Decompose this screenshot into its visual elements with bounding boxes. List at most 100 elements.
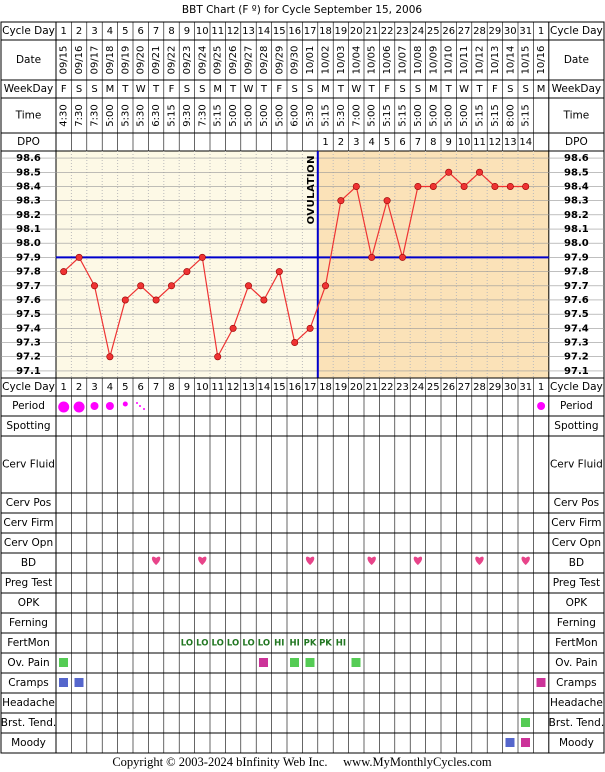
- chart-title: BBT Chart (F º) for Cycle September 15, …: [182, 4, 422, 16]
- y-tick-label: 97.2: [564, 352, 589, 363]
- y-tick-label: 98.6: [16, 153, 41, 164]
- row-label: Cerv Firm: [551, 517, 601, 529]
- temperature-point: [445, 168, 453, 176]
- bd-heart: [367, 556, 376, 565]
- y-tick-label: 97.6: [564, 295, 589, 306]
- cell-text: T: [368, 84, 376, 95]
- fertmon-reading: HI: [336, 639, 346, 649]
- temperature-point: [491, 182, 499, 190]
- cell-text: 2: [76, 382, 82, 393]
- cell-text: 5:15: [382, 104, 393, 126]
- cell-text: 7:30: [197, 104, 208, 126]
- cell-text: 6: [399, 137, 405, 148]
- cell-text: 7: [153, 382, 159, 393]
- cell-text: 23: [396, 26, 409, 37]
- temperature-point: [121, 296, 129, 304]
- cell-text: T: [121, 84, 129, 95]
- y-tick-label: 98.2: [16, 210, 41, 221]
- row-label: Date: [564, 54, 589, 66]
- cell-text: S: [523, 84, 529, 95]
- cell-text: 20: [350, 382, 363, 393]
- cell-text: S: [199, 84, 205, 95]
- temperature-point: [506, 182, 514, 190]
- row-label: OPK: [566, 597, 589, 609]
- cell-text: 5:15: [475, 104, 486, 126]
- cell-text: 21: [365, 26, 378, 37]
- row-label: Cerv Pos: [554, 497, 600, 509]
- row-label: FertMon: [7, 637, 50, 649]
- cell-text: 5:00: [459, 104, 470, 126]
- cell-text: 27: [458, 382, 471, 393]
- cell-text: 31: [519, 382, 532, 393]
- cell-text: 7:30: [74, 104, 85, 126]
- cell-text: T: [229, 84, 237, 95]
- cell-text: 10/15: [521, 46, 532, 75]
- y-tick-label: 98.4: [564, 181, 589, 192]
- cell-text: 5: [384, 137, 390, 148]
- temperature-point: [291, 339, 299, 347]
- ov-pain-icon: [59, 658, 68, 667]
- cell-text: 09/18: [105, 46, 116, 75]
- period-icon: [58, 401, 70, 413]
- cell-text: F: [61, 84, 67, 95]
- cell-text: 10/14: [505, 46, 516, 75]
- cell-text: 28: [473, 26, 486, 37]
- temperature-point: [214, 353, 222, 361]
- cell-text: 10/13: [490, 46, 501, 75]
- temperature-point: [368, 253, 376, 261]
- cell-text: 15: [273, 382, 286, 393]
- cell-text: 1: [61, 26, 67, 37]
- y-tick-label: 97.9: [564, 252, 589, 263]
- y-tick-label: 98.5: [16, 167, 41, 178]
- cell-text: 14: [519, 137, 532, 148]
- cell-text: M: [321, 84, 330, 95]
- fertmon-reading: LO: [212, 639, 224, 649]
- row-label: Period: [560, 400, 593, 412]
- cell-text: 7:00: [351, 104, 362, 126]
- moody-icon: [521, 738, 530, 747]
- cell-text: 09/28: [259, 46, 270, 75]
- cell-text: 21: [365, 382, 378, 393]
- cell-text: S: [292, 84, 298, 95]
- y-tick-label: 97.3: [564, 338, 589, 349]
- cell-text: 1: [538, 26, 544, 37]
- row-label: Date: [16, 54, 41, 66]
- cramps-icon: [536, 678, 546, 687]
- cell-text: 09/26: [228, 46, 239, 75]
- temperature-point: [321, 282, 329, 290]
- cell-text: 19: [335, 26, 348, 37]
- cell-text: 20: [350, 26, 363, 37]
- temperature-point: [383, 197, 391, 205]
- y-tick-label: 97.5: [16, 309, 41, 320]
- cell-text: 5:15: [213, 104, 224, 126]
- cell-text: S: [184, 84, 190, 95]
- period-icon: [73, 401, 85, 413]
- row-label: WeekDay: [552, 83, 602, 95]
- period-icon: [90, 402, 99, 410]
- cell-text: 10/16: [536, 46, 547, 75]
- fertmon-reading: LO: [227, 639, 239, 649]
- cell-text: 10/12: [475, 46, 486, 75]
- cell-text: 09/17: [90, 46, 101, 75]
- cell-text: 7:30: [90, 104, 101, 126]
- temperature-point: [168, 282, 176, 290]
- cell-text: 5:30: [120, 104, 131, 126]
- y-tick-label: 98.3: [564, 196, 589, 207]
- y-tick-label: 97.1: [564, 366, 589, 377]
- cell-text: 13: [504, 137, 517, 148]
- cell-text: 14: [258, 382, 271, 393]
- cell-text: 12: [489, 137, 502, 148]
- cell-text: 10/10: [444, 46, 455, 75]
- row-label: Headache: [550, 697, 603, 709]
- ovulation-label: OVULATION: [306, 155, 317, 224]
- row-label: OPK: [18, 597, 41, 609]
- cell-text: T: [475, 84, 483, 95]
- row-label: Cycle Day: [2, 381, 55, 393]
- row-label: Cycle Day: [550, 25, 603, 37]
- row-label: Moody: [11, 737, 46, 749]
- cell-text: T: [337, 84, 345, 95]
- cell-text: 14: [258, 26, 271, 37]
- y-tick-label: 98.1: [16, 224, 41, 235]
- ov-pain-icon: [290, 658, 299, 667]
- fertmon-reading: PK: [319, 639, 332, 649]
